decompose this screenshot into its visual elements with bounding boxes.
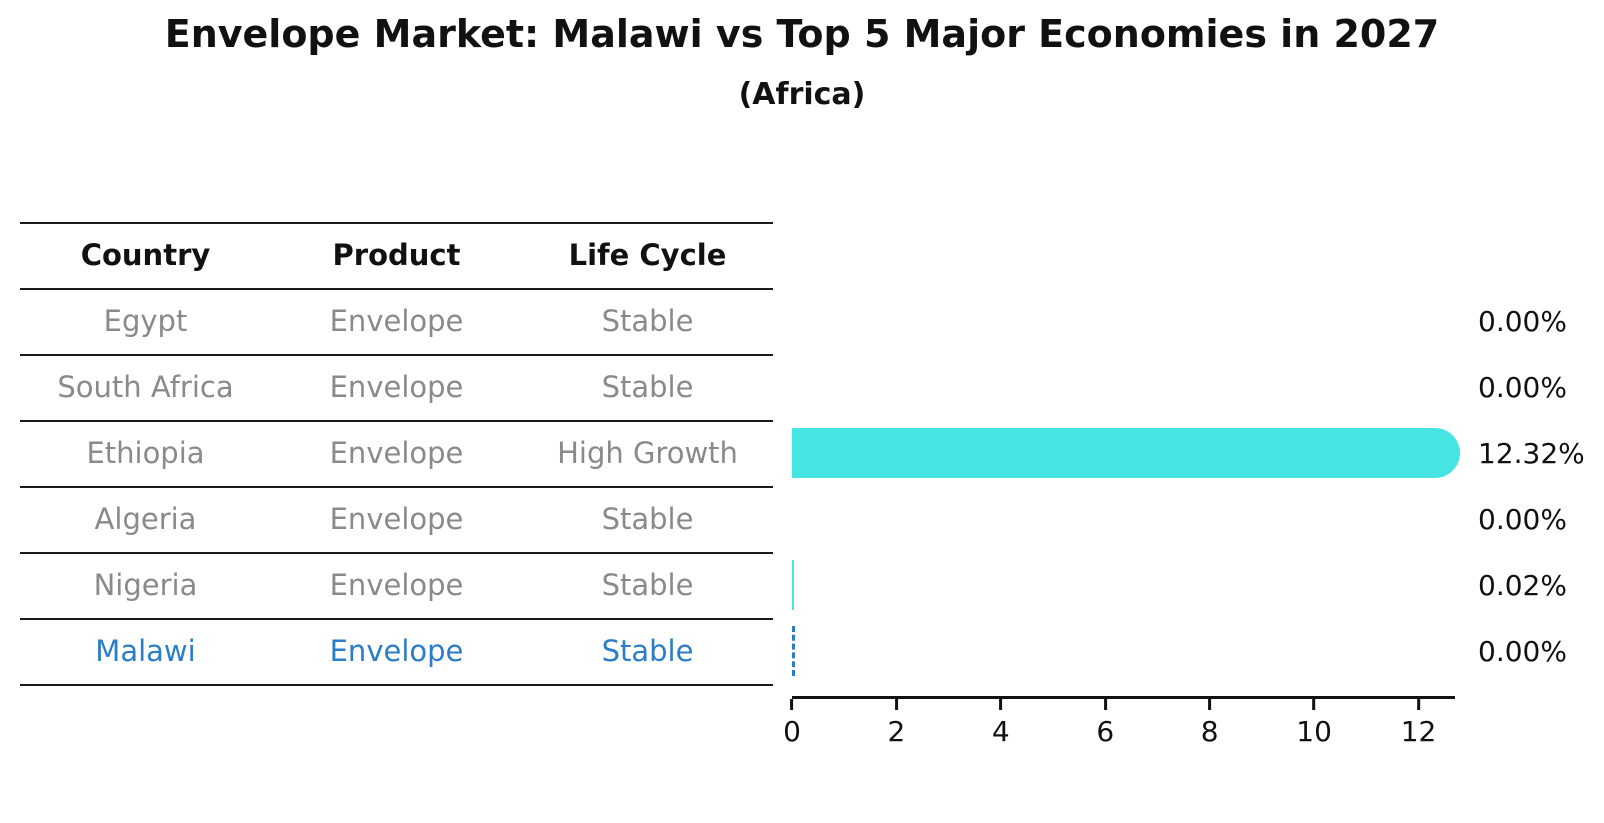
tick-mark — [894, 699, 898, 710]
lifecycle-cell: Stable — [601, 502, 694, 537]
x-axis-tick: 8 — [1201, 699, 1219, 748]
product-cell: Envelope — [329, 304, 464, 339]
country-cell: Nigeria — [93, 568, 198, 603]
bar-row — [792, 552, 1453, 618]
product-cell: Envelope — [329, 436, 464, 471]
tick-mark — [1417, 699, 1421, 710]
table-row: Nigeria Envelope Stable — [20, 554, 773, 620]
product-cell: Envelope — [329, 502, 464, 537]
column-header-country: Country — [80, 238, 211, 273]
x-axis-tick: 0 — [783, 699, 801, 748]
x-axis-line — [792, 696, 1455, 699]
table-row: Egypt Envelope Stable — [20, 290, 773, 356]
tick-label: 10 — [1296, 715, 1332, 748]
chart-title: Envelope Market: Malawi vs Top 5 Major E… — [164, 12, 1440, 56]
table-row: South Africa Envelope Stable — [20, 356, 773, 422]
column-header-product: Product — [332, 238, 461, 273]
country-cell: Malawi — [95, 634, 196, 669]
bar-malawi-dashed-marker — [792, 626, 795, 676]
x-axis-tick: 12 — [1400, 699, 1437, 748]
value-label: 0.00% — [1478, 502, 1567, 536]
lifecycle-cell: Stable — [601, 568, 694, 603]
lifecycle-cell: Stable — [601, 370, 694, 405]
bar-row — [792, 420, 1461, 486]
tick-mark — [790, 699, 794, 710]
value-label-column: 0.00% 0.00% 12.32% 0.00% 0.02% 0.00% — [1478, 288, 1585, 684]
tick-label: 0 — [783, 715, 801, 748]
value-label: 0.00% — [1478, 634, 1567, 668]
table-row: Algeria Envelope Stable — [20, 488, 773, 554]
lifecycle-cell: Stable — [601, 634, 694, 669]
bar-row — [792, 486, 1453, 552]
product-cell: Envelope — [329, 634, 464, 669]
bar-nigeria — [792, 560, 794, 610]
tick-label: 8 — [1200, 715, 1219, 748]
table-row: Ethiopia Envelope High Growth — [20, 422, 773, 488]
x-axis-tick: 10 — [1296, 699, 1332, 748]
tick-mark — [1312, 699, 1316, 710]
bar-plot-area — [792, 288, 1461, 697]
bar-row — [792, 354, 1453, 420]
country-cell: Egypt — [103, 304, 188, 339]
x-axis-tick: 4 — [992, 699, 1010, 748]
country-cell: Ethiopia — [86, 436, 205, 471]
tick-mark — [1208, 699, 1212, 710]
tick-label: 12 — [1400, 715, 1437, 748]
lifecycle-cell: High Growth — [557, 436, 738, 471]
x-axis-ticks: 0 2 4 6 8 10 12 — [783, 699, 1455, 759]
chart-subtitle: (Africa) — [738, 77, 866, 112]
country-cell: South Africa — [57, 370, 234, 405]
value-label: 0.02% — [1478, 568, 1567, 602]
tick-label: 6 — [1096, 715, 1115, 748]
tick-label: 2 — [887, 715, 906, 748]
country-cell: Algeria — [94, 502, 197, 537]
value-label: 0.00% — [1478, 304, 1567, 338]
product-cell: Envelope — [329, 370, 464, 405]
bar-ethiopia — [792, 428, 1461, 478]
lifecycle-cell: Stable — [601, 304, 694, 339]
tick-label: 4 — [991, 715, 1010, 748]
x-axis-tick: 2 — [887, 699, 906, 748]
table-header-row: Country Product Life Cycle — [20, 224, 773, 290]
bar-row — [792, 618, 1453, 684]
bar-row — [792, 288, 1453, 354]
table-row: Malawi Envelope Stable — [20, 620, 773, 686]
product-cell: Envelope — [329, 568, 464, 603]
x-axis-tick: 6 — [1096, 699, 1114, 748]
value-label: 0.00% — [1478, 370, 1567, 404]
tick-mark — [999, 699, 1003, 710]
country-table: Country Product Life Cycle Egypt Envelop… — [20, 222, 773, 686]
column-header-lifecycle: Life Cycle — [568, 238, 727, 273]
tick-mark — [1103, 699, 1107, 710]
value-label: 12.32% — [1478, 436, 1585, 470]
